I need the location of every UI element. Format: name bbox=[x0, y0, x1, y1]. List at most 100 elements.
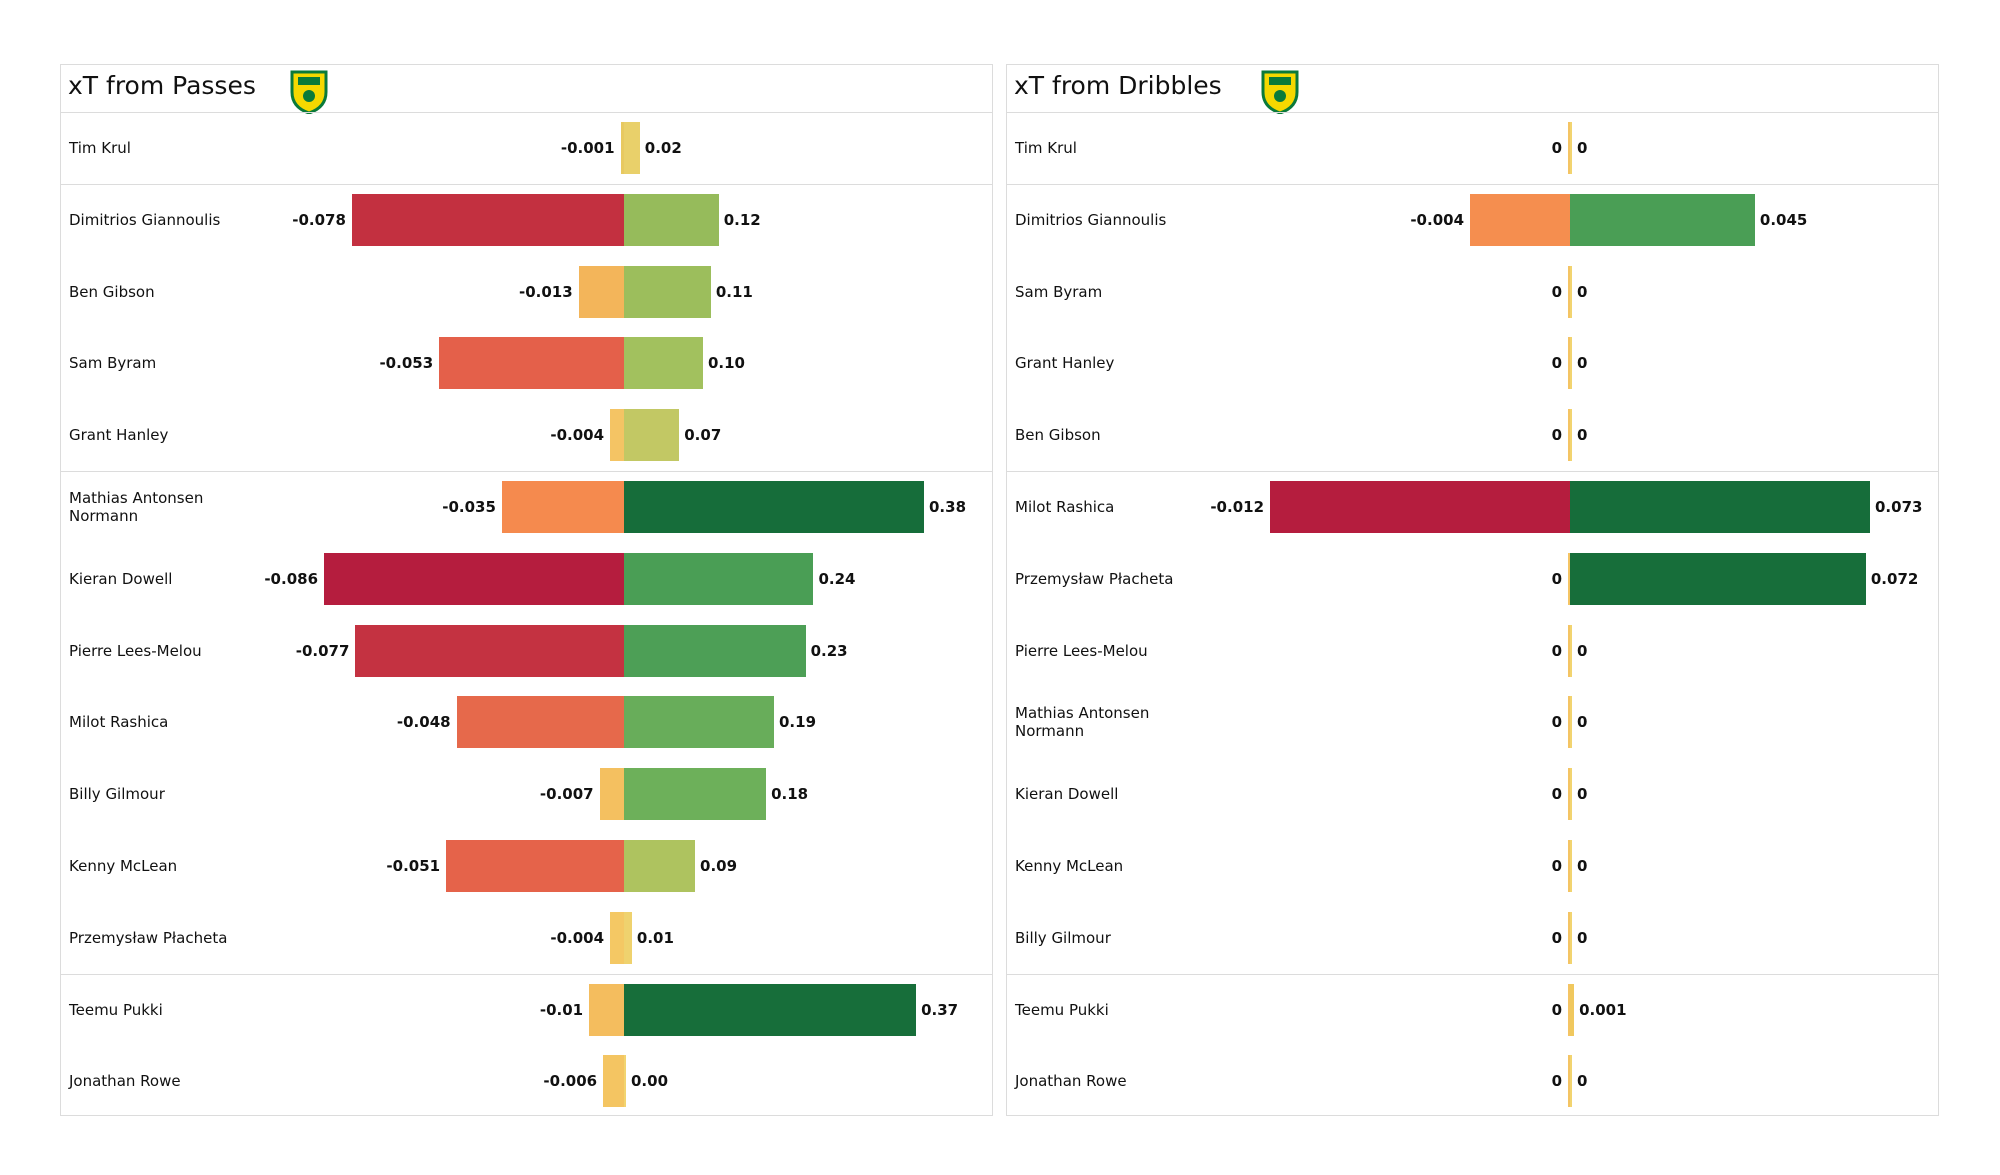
negative-label: -0.086 bbox=[264, 569, 318, 588]
negative-bar bbox=[1568, 624, 1570, 677]
positive-bar bbox=[624, 768, 767, 821]
positive-bar bbox=[624, 911, 632, 964]
positive-bar bbox=[1570, 193, 1755, 246]
chart-title: xT from Passes bbox=[68, 71, 256, 100]
negative-bar bbox=[1568, 840, 1570, 892]
player-name: Kieran Dowell bbox=[69, 569, 173, 588]
negative-label: -0.01 bbox=[539, 1000, 584, 1019]
positive-bar bbox=[624, 696, 774, 749]
player-name: Pierre Lees-Melou bbox=[69, 641, 202, 660]
negative-label: 0 bbox=[1551, 785, 1562, 804]
group-separator bbox=[61, 973, 992, 975]
group-separator bbox=[61, 471, 992, 473]
negative-label: -0.012 bbox=[1210, 498, 1264, 516]
group-separator bbox=[1007, 471, 1938, 473]
positive-bar bbox=[624, 122, 640, 174]
crest bbox=[290, 70, 328, 114]
negative-bar bbox=[1568, 552, 1570, 605]
player-name: Pierre Lees-Melou bbox=[1015, 641, 1148, 660]
player-name: Dimitrios Giannoulis bbox=[1015, 210, 1167, 229]
positive-bar bbox=[624, 481, 924, 533]
positive-bar bbox=[624, 265, 711, 318]
positive-bar bbox=[1570, 122, 1572, 174]
player-name: Jonathan Rowe bbox=[69, 1072, 181, 1091]
player-name: Kenny McLean bbox=[69, 857, 178, 875]
negative-label: -0.077 bbox=[295, 641, 350, 660]
positive-label: 0.07 bbox=[684, 426, 722, 445]
positive-label: 0.19 bbox=[779, 713, 817, 732]
positive-label: 0.09 bbox=[700, 857, 738, 875]
negative-bar bbox=[1568, 983, 1570, 1036]
positive-label: 0 bbox=[1577, 354, 1588, 373]
negative-bar bbox=[1568, 768, 1570, 821]
positive-bar bbox=[624, 409, 680, 462]
negative-bar bbox=[1568, 696, 1570, 749]
positive-bar bbox=[1570, 481, 1870, 533]
positive-bar bbox=[1570, 911, 1572, 964]
player-name: Tim Krul bbox=[1015, 139, 1077, 157]
player-name: Mathias Antonsen Normann bbox=[1015, 704, 1150, 741]
positive-label: 0 bbox=[1577, 785, 1588, 804]
positive-bar bbox=[1570, 337, 1572, 390]
negative-label: 0 bbox=[1551, 426, 1562, 445]
chart-title: xT from Dribbles bbox=[1014, 71, 1222, 100]
header-line bbox=[1007, 112, 1938, 113]
positive-label: 0.38 bbox=[929, 498, 967, 516]
negative-bar bbox=[1568, 122, 1570, 174]
negative-label: -0.004 bbox=[550, 928, 605, 947]
negative-label: 0 bbox=[1551, 354, 1562, 373]
positive-label: 0 bbox=[1577, 641, 1588, 660]
negative-label: -0.007 bbox=[539, 785, 594, 804]
negative-label: 0 bbox=[1551, 713, 1562, 732]
positive-label: 0.12 bbox=[723, 210, 761, 229]
group-separator bbox=[61, 183, 992, 185]
positive-bar bbox=[1570, 768, 1572, 821]
player-name: Milot Rashica bbox=[1015, 498, 1115, 516]
positive-label: 0 bbox=[1577, 282, 1588, 301]
negative-label: -0.006 bbox=[543, 1072, 598, 1091]
negative-label: 0 bbox=[1551, 1000, 1562, 1019]
negative-bar bbox=[351, 193, 624, 246]
positive-bar bbox=[624, 840, 696, 892]
crest bbox=[1261, 70, 1299, 114]
positive-label: 0.24 bbox=[818, 569, 856, 588]
player-name: Dimitrios Giannoulis bbox=[69, 210, 221, 229]
panel: xT from Dribbles Tim Krul 0 0 Dimitrios Gia… bbox=[1006, 64, 1939, 1116]
player-name: Mathias Antonsen Normann bbox=[69, 489, 204, 525]
negative-label: 0 bbox=[1551, 641, 1562, 660]
positive-label: 0 bbox=[1577, 139, 1588, 157]
player-name: Ben Gibson bbox=[69, 282, 155, 301]
negative-label: -0.035 bbox=[442, 498, 496, 516]
negative-bar bbox=[439, 337, 624, 390]
player-name: Ben Gibson bbox=[1015, 426, 1101, 445]
positive-bar bbox=[1570, 1055, 1572, 1108]
positive-label: 0.10 bbox=[707, 354, 745, 373]
positive-bar bbox=[1570, 265, 1572, 318]
negative-label: 0 bbox=[1551, 1072, 1562, 1091]
player-name: Teemu Pukki bbox=[69, 1000, 163, 1019]
negative-bar bbox=[599, 768, 624, 821]
positive-label: 0.11 bbox=[715, 282, 753, 301]
positive-label: 0.02 bbox=[644, 139, 682, 157]
player-name: Przemysław Płacheta bbox=[1015, 569, 1174, 588]
negative-label: 0 bbox=[1551, 569, 1562, 588]
positive-bar bbox=[624, 193, 719, 246]
player-name: Jonathan Rowe bbox=[1015, 1072, 1127, 1091]
positive-bar bbox=[1570, 983, 1575, 1036]
negative-label: 0 bbox=[1551, 928, 1562, 947]
positive-label: 0.00 bbox=[631, 1072, 669, 1091]
negative-bar bbox=[610, 911, 624, 964]
negative-bar bbox=[446, 840, 624, 892]
negative-label: -0.051 bbox=[386, 857, 441, 875]
player-name: Sam Byram bbox=[1015, 282, 1103, 301]
group-separator bbox=[1007, 183, 1938, 185]
positive-bar bbox=[624, 983, 917, 1036]
positive-label: 0 bbox=[1577, 713, 1588, 732]
negative-bar bbox=[1568, 337, 1570, 390]
player-name: Sam Byram bbox=[69, 354, 157, 373]
negative-bar bbox=[324, 552, 624, 605]
positive-bar bbox=[1570, 696, 1572, 749]
negative-label: -0.053 bbox=[379, 354, 434, 373]
positive-label: 0 bbox=[1577, 857, 1588, 875]
